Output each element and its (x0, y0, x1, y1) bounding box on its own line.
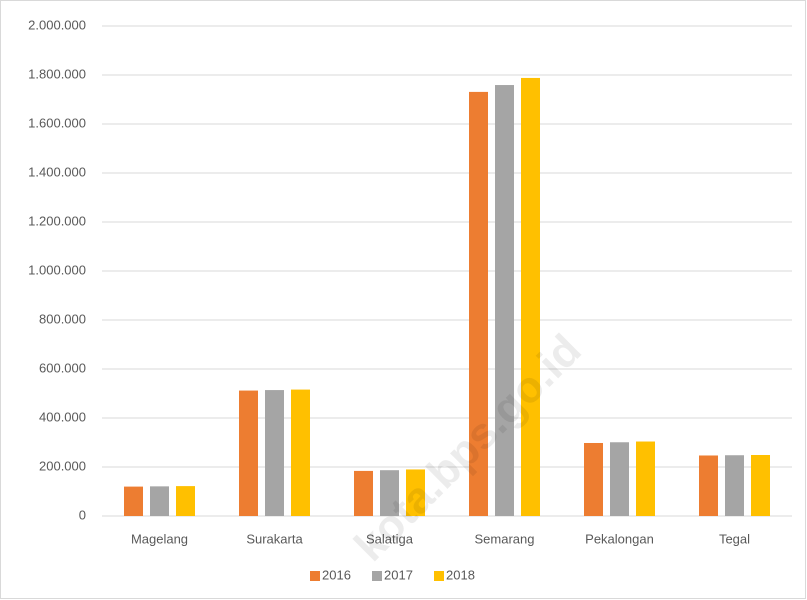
y-tick-label: 1.200.000 (28, 213, 86, 228)
y-tick-label: 400.000 (39, 409, 86, 424)
bar (354, 470, 373, 516)
bar (725, 455, 744, 516)
x-tick-label: Pekalongan (585, 531, 654, 546)
bar (469, 91, 488, 516)
y-tick-label: 0 (79, 507, 86, 522)
y-tick-label: 2.000.000 (28, 17, 86, 32)
x-tick-label: Magelang (131, 531, 188, 546)
x-tick-label: Surakarta (246, 531, 303, 546)
x-tick-label: Salatiga (366, 531, 414, 546)
y-tick-label: 1.400.000 (28, 164, 86, 179)
x-tick-label: Semarang (475, 531, 535, 546)
legend-label: 2018 (446, 567, 475, 582)
legend-swatch (310, 571, 320, 581)
bar (265, 390, 284, 516)
bar (521, 77, 540, 516)
y-tick-label: 800.000 (39, 311, 86, 326)
bar (380, 470, 399, 516)
bar (610, 442, 629, 516)
y-tick-label: 1.000.000 (28, 262, 86, 277)
x-tick-label: Tegal (719, 531, 750, 546)
bar (176, 486, 195, 516)
legend-swatch (434, 571, 444, 581)
bar (239, 390, 258, 516)
bar (291, 389, 310, 516)
legend-label: 2016 (322, 567, 351, 582)
bar (584, 442, 603, 516)
bar (124, 486, 143, 516)
bar (699, 455, 718, 516)
y-tick-label: 200.000 (39, 458, 86, 473)
bar (751, 454, 770, 516)
bar (406, 469, 425, 516)
bar (495, 85, 514, 517)
bar (636, 441, 655, 516)
legend-swatch (372, 571, 382, 581)
bar (150, 486, 169, 516)
y-tick-label: 1.600.000 (28, 115, 86, 130)
y-tick-label: 600.000 (39, 360, 86, 375)
y-tick-label: 1.800.000 (28, 66, 86, 81)
legend-label: 2017 (384, 567, 413, 582)
